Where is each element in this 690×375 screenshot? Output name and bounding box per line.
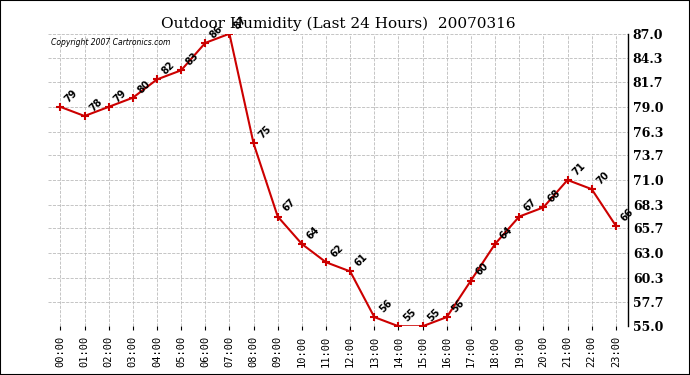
Text: 67: 67 (281, 197, 297, 214)
Text: 67: 67 (522, 197, 539, 214)
Text: 64: 64 (498, 225, 515, 241)
Text: 71: 71 (571, 160, 587, 177)
Text: 83: 83 (184, 51, 201, 68)
Text: 62: 62 (329, 243, 346, 260)
Text: 80: 80 (136, 78, 152, 95)
Text: 66: 66 (619, 206, 635, 223)
Text: 78: 78 (88, 96, 104, 113)
Text: 56: 56 (450, 298, 466, 314)
Text: 75: 75 (257, 124, 273, 141)
Text: Copyright 2007 Cartronics.com: Copyright 2007 Cartronics.com (51, 38, 170, 47)
Text: 87: 87 (233, 14, 249, 31)
Text: 60: 60 (474, 261, 491, 278)
Text: 56: 56 (377, 298, 394, 314)
Text: 55: 55 (426, 307, 442, 324)
Text: 70: 70 (595, 170, 611, 186)
Text: 61: 61 (353, 252, 370, 268)
Text: 79: 79 (112, 87, 128, 104)
Text: 86: 86 (208, 23, 225, 40)
Text: 79: 79 (63, 87, 80, 104)
Text: 68: 68 (546, 188, 563, 205)
Title: Outdoor Humidity (Last 24 Hours)  20070316: Outdoor Humidity (Last 24 Hours) 2007031… (161, 17, 515, 31)
Text: 82: 82 (160, 60, 177, 76)
Text: 64: 64 (305, 225, 322, 241)
Text: 55: 55 (402, 307, 418, 324)
